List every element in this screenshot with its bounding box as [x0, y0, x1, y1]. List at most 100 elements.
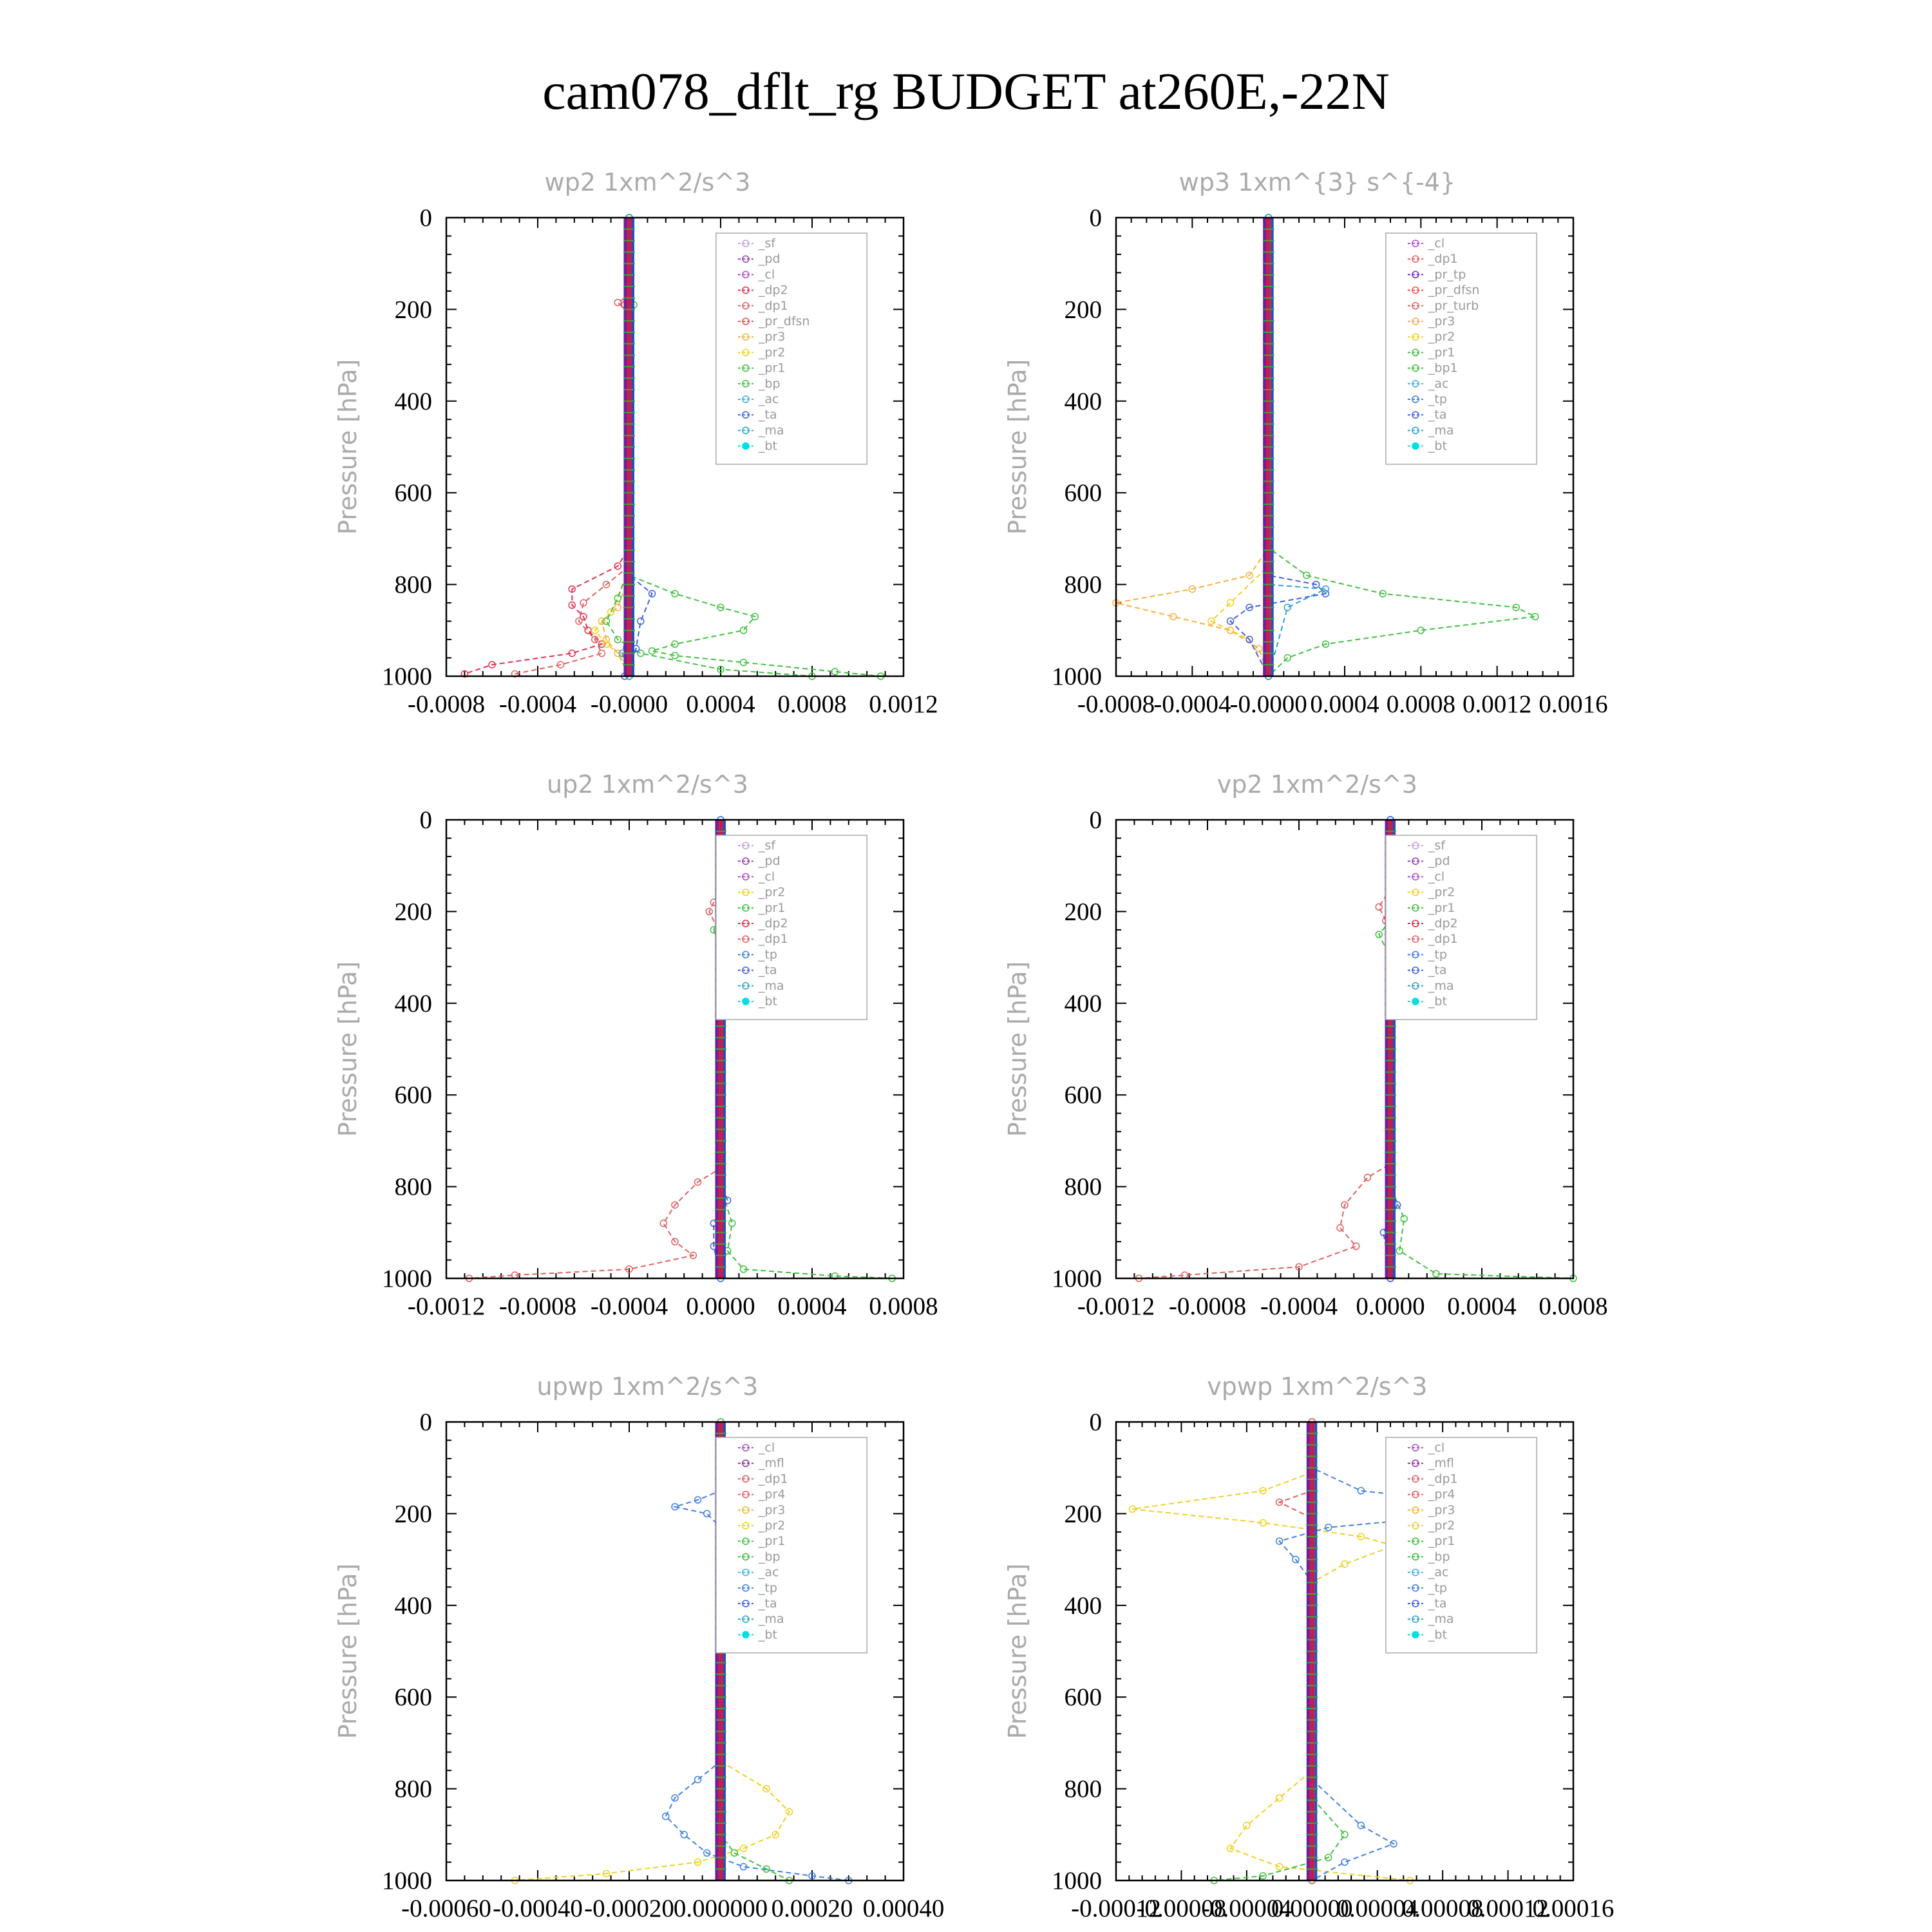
legend-label: _bp — [758, 377, 781, 391]
series-point-pr1 — [614, 594, 621, 602]
legend-marker — [742, 1615, 750, 1623]
series-point-pr2 — [785, 1808, 793, 1815]
x-tick-label: 0.00016 — [1533, 1895, 1615, 1922]
y-axis-label: Pressure [hPa] — [334, 1564, 362, 1739]
series-point-pr1 — [739, 1265, 748, 1273]
legend-label: _pr1 — [1428, 345, 1455, 359]
legend-marker — [742, 317, 750, 325]
legend-label: _dp1 — [758, 1472, 788, 1486]
series-line-pr1 — [1378, 820, 1574, 1279]
legend-marker — [742, 426, 750, 435]
legend-marker — [742, 1553, 750, 1561]
x-tick-label: 0.00020 — [772, 1895, 853, 1922]
legend-label: _cl — [758, 869, 775, 884]
legend-marker — [1412, 426, 1419, 435]
y-tick-label: 0 — [1090, 204, 1103, 232]
series-point-pr1 — [637, 649, 645, 658]
legend-marker — [1412, 286, 1419, 294]
series-line-dp1 — [469, 820, 721, 1279]
y-axis-label: Pressure [hPa] — [1003, 961, 1032, 1137]
series-point-pr2 — [1275, 1862, 1283, 1871]
x-tick-label: 0.00004 — [1336, 1895, 1418, 1922]
legend-label: _ma — [1428, 423, 1454, 437]
legend-label: _tp — [1428, 947, 1447, 961]
legend-label: _ac — [758, 392, 779, 406]
y-tick-label: 200 — [395, 1500, 433, 1528]
y-tick-label: 0 — [420, 806, 433, 834]
legend-label: _dp2 — [758, 283, 788, 298]
legend-marker — [1412, 1600, 1419, 1607]
y-tick-label: 800 — [1065, 1776, 1103, 1803]
y-axis-label: Pressure [hPa] — [1003, 359, 1032, 535]
legend-label: _cl — [1428, 869, 1444, 884]
legend-label: _sf — [758, 838, 776, 853]
series-point-pr2 — [1226, 599, 1235, 607]
series-point-bp — [671, 640, 679, 648]
y-tick-label: 1000 — [382, 1867, 432, 1895]
x-tick-label: -0.0000 — [1230, 690, 1307, 718]
legend-label: _ta — [758, 408, 777, 422]
series-line-ta — [1383, 820, 1398, 1279]
legend-label: _ta — [1428, 408, 1447, 422]
series-point-pr2 — [739, 1844, 748, 1852]
y-tick-label: 800 — [1065, 1173, 1103, 1201]
legend-marker — [1412, 1459, 1419, 1467]
series-line-bp1 — [1267, 218, 1538, 677]
legend-marker — [742, 966, 750, 974]
y-tick-label: 200 — [1065, 1500, 1103, 1528]
y-tick-label: 400 — [395, 388, 433, 415]
legend-label: _pd — [758, 252, 781, 266]
series-point-dp1 — [705, 907, 713, 916]
series-point-bp — [671, 590, 679, 598]
y-tick-label: 400 — [1065, 388, 1103, 415]
series-point-tp — [680, 1831, 688, 1839]
legend-marker — [1412, 1584, 1419, 1592]
series-point-pr3 — [1226, 627, 1235, 634]
x-tick-label: -0.0012 — [408, 1293, 485, 1320]
panel-title: wp3 1xm^{3} s^{-4} — [1179, 168, 1455, 196]
legend-marker — [1412, 1522, 1419, 1530]
legend-marker — [1412, 1490, 1419, 1499]
x-tick-label: -0.0008 — [1077, 690, 1155, 718]
legend-label: _ma — [1428, 979, 1454, 993]
legend-box — [1385, 232, 1537, 465]
x-tick-label: 0.00012 — [1467, 1895, 1549, 1922]
series-point-pr2 — [762, 1785, 770, 1793]
chart-panel-2: wp3 1xm^{3} s^{-4} Pressure [hPa] -0.0008 -… — [1003, 168, 1608, 718]
figure-title: cam078_dflt_rg BUDGET at260E,-22N — [542, 62, 1390, 120]
legend-marker — [742, 857, 750, 865]
legend-label: _pr2 — [1428, 330, 1455, 344]
legend-label: _ac — [1428, 377, 1449, 391]
series-point-dp1 — [671, 1201, 679, 1209]
series-point-tp — [703, 1849, 711, 1857]
legend-marker — [1412, 935, 1419, 943]
y-tick-label: 0 — [420, 1408, 433, 1436]
series-point-bp1 — [1531, 612, 1539, 621]
legend-label: _ma — [758, 979, 784, 993]
series-point-dp2 — [568, 649, 576, 658]
x-tick-label: -0.00060 — [401, 1895, 491, 1922]
series-point-pr2 — [1243, 1821, 1251, 1830]
panel-title: upwp 1xm^2/s^3 — [536, 1372, 758, 1401]
legend-label: _ta — [758, 963, 777, 978]
series-point-tp — [1390, 1840, 1397, 1848]
series-point-bp — [671, 652, 679, 659]
legend-box — [1385, 835, 1537, 1020]
legend-marker — [742, 286, 750, 294]
series-point-pr2 — [602, 1870, 611, 1878]
x-tick-label: -0.00012 — [1071, 1895, 1161, 1922]
legend-marker — [1412, 1506, 1419, 1514]
legend-marker — [742, 982, 750, 990]
series-line-pr2 — [1132, 1422, 1410, 1881]
series-point-pr2 — [1259, 1519, 1267, 1527]
x-tick-label: 0.0012 — [1463, 690, 1531, 718]
legend-marker — [1412, 1475, 1419, 1483]
legend-label: _bt — [1428, 439, 1447, 453]
series-point-pr2 — [1259, 1487, 1267, 1495]
series-point-bp — [1324, 1853, 1332, 1862]
legend-label: _sf — [758, 236, 776, 251]
legend-marker — [1412, 255, 1419, 263]
x-tick-label: 0.0008 — [1539, 1293, 1607, 1320]
legend-marker — [742, 842, 750, 849]
series-point-pr2 — [607, 608, 615, 616]
